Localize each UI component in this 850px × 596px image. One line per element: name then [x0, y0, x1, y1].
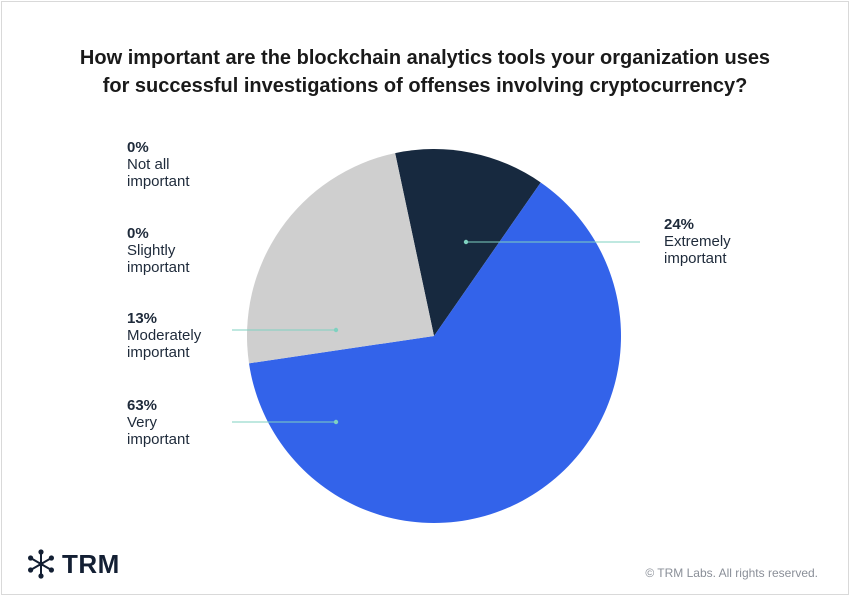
slice-very-important	[249, 182, 621, 523]
label-extremely-important: 24% Extremely important	[664, 216, 754, 267]
label-very-important: 63% Very important	[127, 397, 217, 448]
label-name-line-1: Extremely	[664, 233, 731, 250]
label-name-line-1: Very	[127, 414, 158, 431]
trm-logo: TRM	[26, 549, 120, 579]
label-not-all-important: 0% Not all important	[127, 139, 217, 190]
label-moderately-important: 13% Moderately important	[127, 310, 217, 361]
leader-line-extremely-important-dot	[463, 239, 469, 245]
label-name-line-1: Not all	[127, 156, 170, 173]
label-name-line-2: important	[127, 173, 190, 190]
asterisk-network-icon	[28, 549, 54, 579]
chart-title-line-1: How important are the blockchain analyti…	[79, 47, 771, 69]
leader-line-moderately-important-dot	[333, 327, 339, 333]
leader-line-very-important-dot	[333, 419, 339, 425]
label-name-line-1: Slightly	[127, 242, 176, 259]
label-percent: 24%	[664, 216, 695, 233]
chart-title: How important are the blockchain analyti…	[0, 44, 850, 100]
label-name-line-2: important	[127, 431, 190, 448]
copyright-notice: © TRM Labs. All rights reserved.	[645, 566, 818, 580]
label-name-line-1: Moderately	[127, 327, 202, 344]
label-percent: 0%	[127, 139, 149, 156]
label-name-line-2: important	[127, 344, 190, 361]
label-slightly-important: 0% Slightly important	[127, 225, 217, 276]
label-name-line-2: important	[664, 250, 727, 267]
label-name-line-2: important	[127, 259, 190, 276]
chart-title-line-2: for successful investigations of offense…	[102, 75, 748, 97]
logo-text: TRM	[62, 549, 120, 579]
label-percent: 13%	[127, 310, 158, 327]
label-percent: 63%	[127, 397, 158, 414]
slice-extremely-important	[247, 153, 434, 364]
label-percent: 0%	[127, 225, 149, 242]
